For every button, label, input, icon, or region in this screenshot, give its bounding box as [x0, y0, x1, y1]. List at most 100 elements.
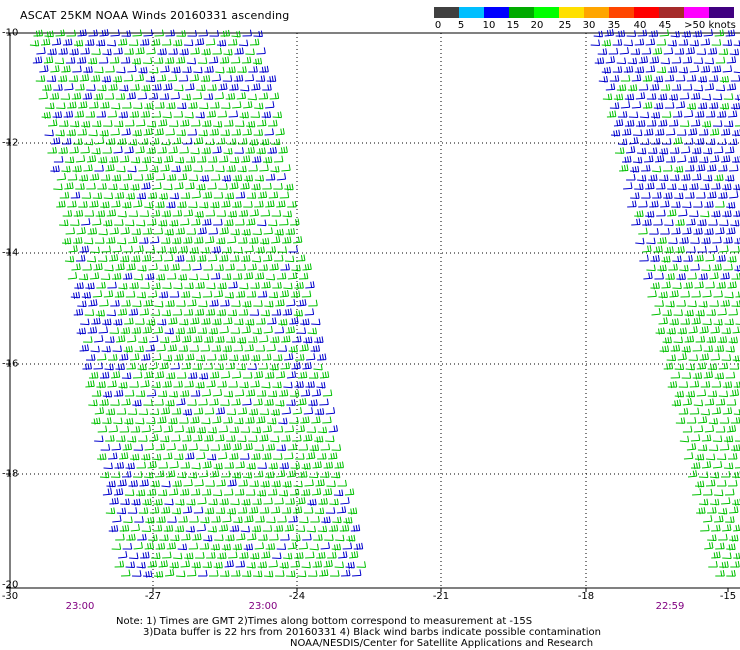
wind-barb — [110, 128, 120, 136]
legend-labels: 0 5 10 15 20 25 30 35 40 45 >50 knots — [434, 20, 740, 32]
wind-barb — [74, 282, 84, 290]
wind-barb — [116, 407, 127, 415]
wind-barb — [251, 354, 261, 362]
wind-barb — [198, 398, 208, 406]
wind-barb — [73, 236, 83, 245]
wind-barb — [207, 353, 217, 361]
wind-barb — [112, 75, 123, 83]
wind-barb — [210, 201, 220, 209]
wind-barb — [667, 39, 677, 47]
wind-barb — [243, 543, 254, 551]
wind-barb — [197, 327, 208, 334]
wind-barb — [243, 101, 253, 109]
wind-barb — [721, 354, 732, 361]
wind-barb — [683, 281, 693, 289]
wind-barb — [155, 273, 166, 281]
wind-barb — [170, 362, 180, 370]
wind-barb — [678, 407, 689, 415]
wind-barb — [710, 155, 720, 163]
wind-barb — [76, 227, 86, 235]
wind-barb — [104, 363, 114, 371]
wind-barb — [275, 399, 285, 407]
wind-barb — [273, 254, 284, 262]
wind-barb — [668, 93, 679, 101]
wind-barb — [50, 165, 60, 173]
wind-barb — [191, 462, 201, 470]
wind-barb — [150, 38, 161, 46]
wind-barb — [733, 552, 740, 560]
wind-barb — [708, 245, 718, 253]
wind-barb — [231, 471, 242, 479]
legend-swatch — [634, 7, 659, 18]
wind-barb — [171, 407, 182, 415]
wind-barb — [108, 155, 119, 164]
wind-barb — [292, 335, 302, 343]
legend-label: 30 — [582, 20, 596, 31]
wind-barb — [247, 363, 257, 370]
wind-barb — [261, 381, 271, 389]
wind-barb — [730, 219, 740, 227]
wind-barb — [715, 227, 725, 235]
wind-barb — [201, 317, 211, 325]
wind-barb — [730, 74, 740, 82]
wind-barb — [679, 236, 689, 245]
wind-barb — [217, 282, 227, 290]
wind-barb — [92, 218, 102, 226]
wind-barb — [32, 56, 43, 64]
wind-barb — [190, 416, 200, 424]
wind-barb — [113, 318, 123, 326]
wind-barb — [287, 542, 297, 550]
wind-barb — [132, 399, 142, 407]
wind-barb — [123, 245, 133, 253]
wind-barb — [99, 371, 110, 379]
wind-barb — [212, 389, 223, 397]
wind-barb — [158, 119, 168, 127]
wind-barb — [729, 164, 739, 172]
wind-barb — [245, 416, 255, 424]
wind-barb — [598, 75, 609, 83]
wind-barb — [294, 552, 304, 560]
wind-barb — [271, 308, 282, 316]
wind-barb — [147, 120, 157, 128]
wind-barb — [289, 390, 300, 397]
wind-barb — [302, 533, 312, 541]
wind-barb — [264, 398, 274, 406]
wind-barb — [662, 336, 672, 344]
wind-barb — [62, 210, 73, 217]
legend-swatch — [534, 7, 559, 18]
wind-barb — [727, 110, 738, 118]
wind-barb — [141, 525, 152, 533]
wind-barb — [217, 552, 227, 560]
wind-barb — [35, 75, 46, 82]
wind-barb — [136, 219, 146, 227]
wind-barb — [711, 65, 722, 73]
wind-barb — [231, 371, 242, 379]
wind-barb — [59, 219, 69, 227]
wind-barb — [199, 201, 209, 209]
wind-barb — [185, 156, 196, 163]
wind-barb — [141, 353, 151, 361]
wind-barb — [719, 75, 730, 84]
wind-barb — [64, 156, 75, 164]
wind-barb — [245, 48, 255, 56]
wind-barb — [648, 174, 658, 182]
wind-barb — [325, 407, 336, 415]
wind-barb — [667, 183, 677, 191]
wind-barb — [719, 416, 730, 424]
lon-label: -21 — [432, 591, 450, 602]
wind-barb — [608, 47, 619, 55]
wind-barb — [129, 110, 140, 118]
wind-barb — [660, 57, 671, 65]
wind-barb — [201, 488, 212, 496]
wind-barb — [676, 300, 686, 307]
wind-barb — [650, 282, 660, 290]
wind-barb — [245, 146, 255, 154]
wind-barb — [297, 299, 307, 307]
wind-barb — [73, 308, 84, 316]
wind-barb — [122, 443, 132, 451]
wind-barb — [53, 155, 64, 163]
wind-barb — [121, 299, 131, 307]
wind-barb — [121, 569, 131, 577]
wind-barb — [700, 183, 710, 191]
wind-barb — [67, 101, 77, 109]
